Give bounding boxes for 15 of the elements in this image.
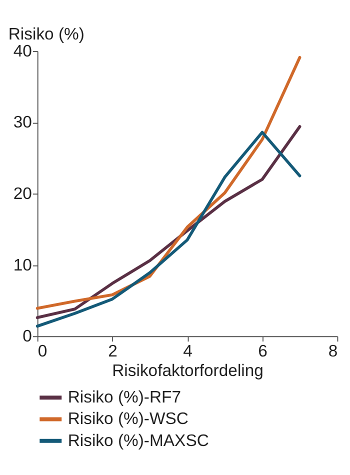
x-tick-label: 0 <box>38 341 48 360</box>
x-tick-label: 2 <box>108 341 118 360</box>
x-tick-label: 4 <box>183 341 192 360</box>
x-tick-label: 8 <box>328 341 338 360</box>
legend-label: Risiko (%)-WSC <box>68 409 188 428</box>
x-axis-title: Risikofaktorfordeling <box>112 360 264 380</box>
legend-label: Risiko (%)-MAXSC <box>68 430 209 450</box>
y-tick-label: 0 <box>22 326 32 346</box>
y-axis-title: Risiko (%) <box>8 24 84 44</box>
y-tick-label: 30 <box>13 112 32 132</box>
y-tick-label: 40 <box>13 41 32 60</box>
y-tick-label: 20 <box>13 184 32 204</box>
y-tick-label: 10 <box>13 255 32 274</box>
legend-label: Risiko (%)-RF7 <box>68 388 182 407</box>
x-tick-label: 6 <box>258 341 268 360</box>
